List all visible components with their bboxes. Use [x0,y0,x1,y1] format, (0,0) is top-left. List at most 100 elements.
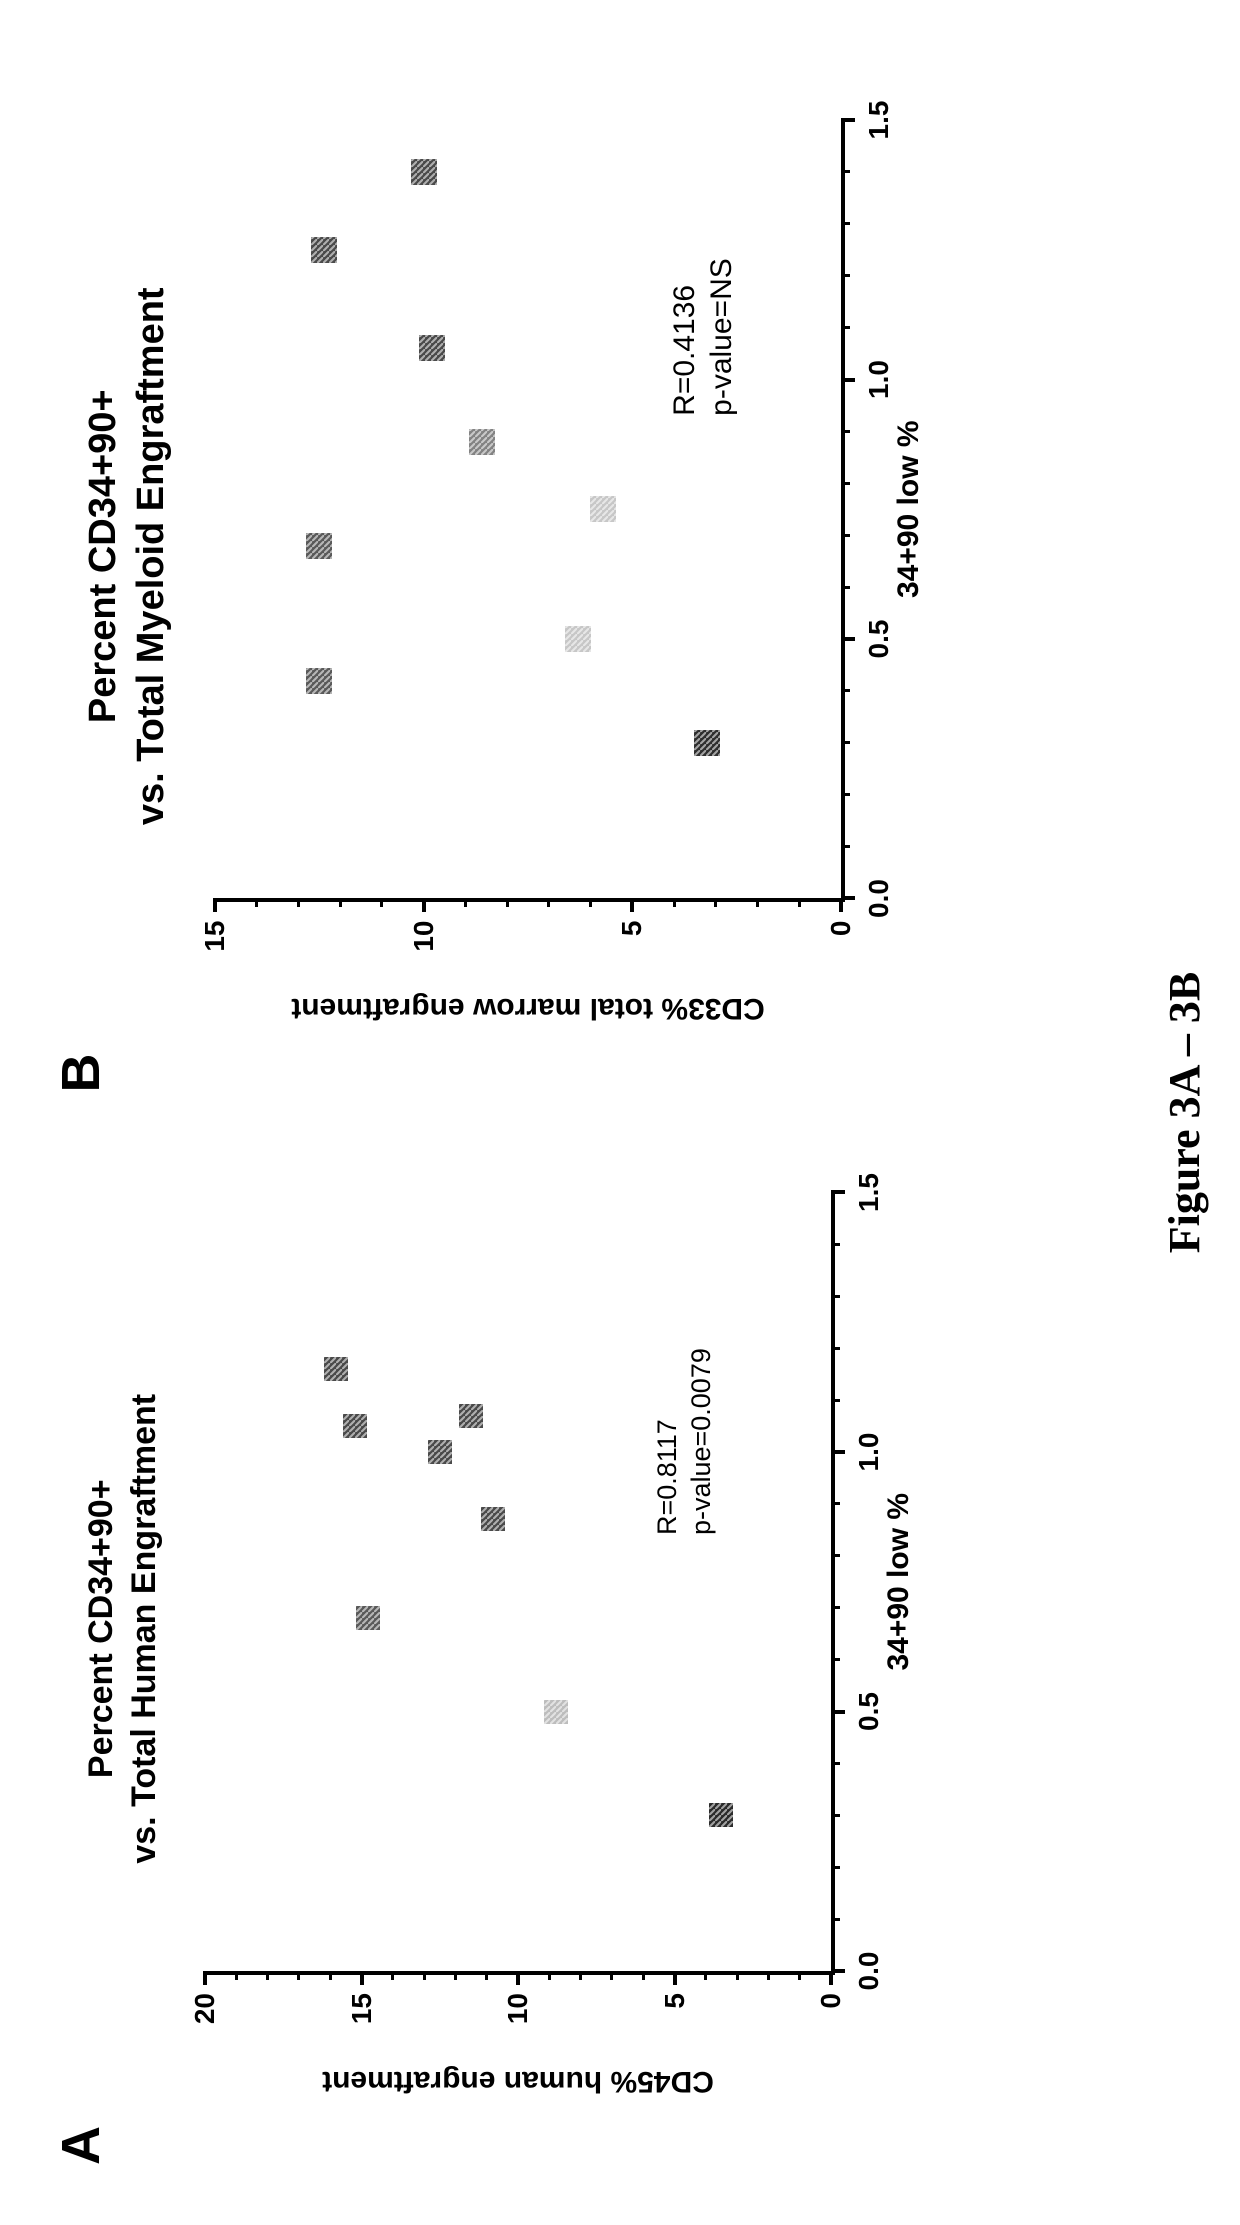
x-tick [831,1710,845,1714]
y-tick-label: 0 [815,1993,847,2009]
y-tick-minor [255,899,258,908]
panel-b: B Percent CD34+90+ vs. Total Myeloid Eng… [60,80,1200,1033]
y-tick-label: 15 [199,921,231,952]
y-tick-minor [767,1971,770,1980]
x-tick-minor [841,222,850,225]
y-tick-minor [454,1971,457,1980]
x-tick-minor [831,1347,840,1350]
y-tick-minor [642,1971,645,1980]
y-tick [673,1971,677,1985]
panel-a: A Percent CD34+90+ vs. Total Human Engra… [60,1153,1200,2106]
y-tick-minor [610,1971,613,1980]
x-tick [841,897,855,901]
y-tick [422,899,426,913]
panel-a-title-line2: vs. Total Human Engraftment [125,1394,163,1864]
data-point [356,1606,380,1630]
y-tick [360,1971,364,1985]
y-tick-minor [380,899,383,908]
annotation-p: p-value=NS [705,258,738,416]
x-tick-minor [831,1295,840,1298]
x-tick [831,1969,845,1973]
data-point [590,496,616,522]
panel-a-xlabel: 34+90 low % [882,1493,916,1671]
y-tick-minor [329,1971,332,1980]
stats-annotation: R=0.4136p-value=NS [666,258,741,416]
y-tick-label: 15 [346,1993,378,2024]
panel-letter-a: A [50,2126,112,2165]
y-tick-label: 10 [408,921,440,952]
y-tick-minor [714,899,717,908]
x-tick-minor [831,1243,840,1246]
x-tick-label: 1.0 [853,1433,885,1472]
page: A Percent CD34+90+ vs. Total Human Engra… [0,0,1240,2225]
panel-b-plot-area: CD33% total marrow engraftment 34+90 low… [215,120,845,903]
panel-letter-b: B [50,1054,112,1093]
x-tick-minor [841,482,850,485]
x-tick-minor [831,1606,840,1609]
panel-a-title-line1: Percent CD34+90+ [82,1479,120,1778]
data-point [419,335,445,361]
panel-row: A Percent CD34+90+ vs. Total Human Engra… [0,0,1240,2225]
panel-a-title: Percent CD34+90+ vs. Total Human Engraft… [80,1153,165,2106]
y-tick-minor [485,1971,488,1980]
y-tick-minor [464,899,467,908]
x-tick-minor [841,430,850,433]
annotation-p: p-value=0.0079 [686,1348,716,1535]
y-tick-minor [297,899,300,908]
y-tick [839,899,843,913]
panel-b-title-line2: vs. Total Myeloid Engraftment [130,287,172,825]
x-tick-minor [841,534,850,537]
x-tick-minor [831,1918,840,1921]
x-tick-label: 1.5 [863,101,895,140]
y-tick-minor [391,1971,394,1980]
y-tick-minor [798,1971,801,1980]
x-tick-minor [841,274,850,277]
data-point [469,429,495,455]
y-tick-minor [423,1971,426,1980]
y-tick-minor [339,899,342,908]
data-point [459,1404,483,1428]
panel-b-title: Percent CD34+90+ vs. Total Myeloid Engra… [80,80,175,1033]
y-tick-label: 5 [659,1993,691,2009]
x-tick-minor [841,170,850,173]
data-point [343,1414,367,1438]
x-tick [831,1450,845,1454]
y-tick-minor [297,1971,300,1980]
panel-a-plot-outer: CD45% human engraftment 34+90 low % 0510… [185,1153,945,2106]
panel-b-plot-outer: CD33% total marrow engraftment 34+90 low… [195,80,955,1033]
figure-caption: Figure 3A – 3B [1159,972,1210,1254]
annotation-r: R=0.4136 [668,285,701,416]
y-tick-label: 10 [502,1993,534,2024]
data-point [324,1357,348,1381]
x-tick-minor [841,586,850,589]
x-tick-label: 1.0 [863,360,895,399]
x-tick-label: 0.0 [863,879,895,918]
y-tick-minor [589,899,592,908]
data-point [411,159,437,185]
x-tick-minor [841,326,850,329]
y-tick-minor [235,1971,238,1980]
rotated-figure-wrap: A Percent CD34+90+ vs. Total Human Engra… [0,0,1240,2225]
x-tick-minor [841,689,850,692]
data-point [306,533,332,559]
x-tick-minor [831,1502,840,1505]
y-tick-minor [673,899,676,908]
data-point [428,1440,452,1464]
y-tick-minor [579,1971,582,1980]
x-tick [841,118,855,122]
data-point [544,1700,568,1724]
y-tick-label: 5 [616,921,648,937]
x-tick-minor [831,1814,840,1817]
data-point [565,626,591,652]
panel-b-ylabel: CD33% total marrow engraftment [291,992,764,1026]
x-tick-label: 0.5 [863,620,895,659]
x-tick-minor [831,1399,840,1402]
x-tick-minor [841,741,850,744]
y-tick [203,1971,207,1985]
x-tick-minor [841,793,850,796]
y-tick-minor [798,899,801,908]
stats-annotation: R=0.8117p-value=0.0079 [651,1348,719,1535]
x-tick-minor [831,1762,840,1765]
data-point [481,1507,505,1531]
x-tick-minor [831,1554,840,1557]
